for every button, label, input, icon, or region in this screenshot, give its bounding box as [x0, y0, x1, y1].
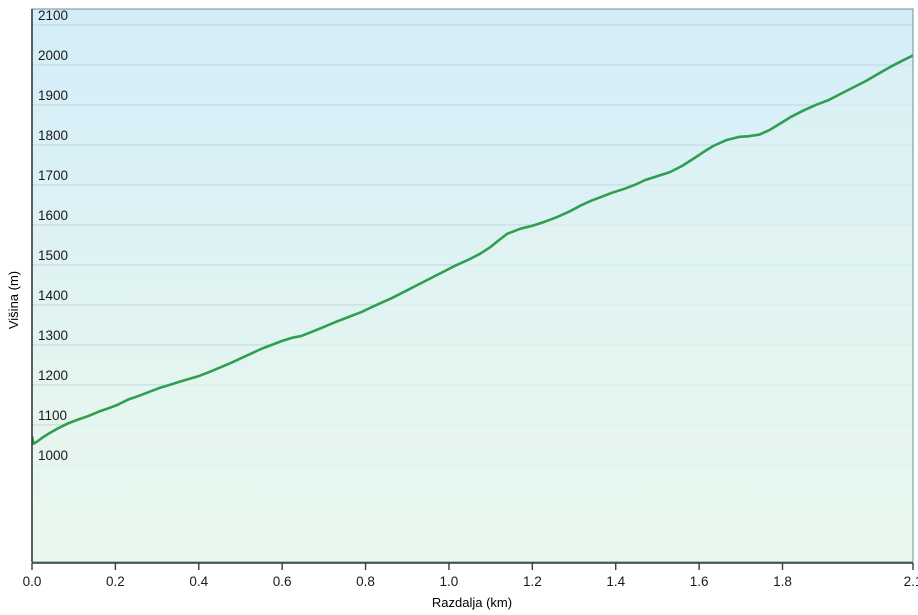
x-tick-label: 0.6 — [273, 574, 292, 589]
x-tick-label: 1.0 — [440, 574, 459, 589]
y-tick-label: 1100 — [38, 408, 67, 423]
x-axis-ticks — [31, 563, 914, 570]
elevation-line — [32, 54, 913, 445]
x-axis-tick-labels: 0.0 0.2 0.4 0.6 0.8 1.0 1.2 1.4 1.6 1.8 2.1 — [23, 574, 918, 589]
y-tick-label: 1900 — [38, 88, 68, 103]
y-tick-label: 2000 — [38, 48, 68, 63]
y-axis-title: Višina (m) — [6, 271, 21, 329]
x-axis-title: Razdalja (km) — [432, 595, 512, 610]
y-tick-label: 1500 — [38, 248, 68, 263]
y-tick-label: 1800 — [38, 128, 68, 143]
x-tick-label: 1.6 — [690, 574, 709, 589]
y-tick-label: 2100 — [38, 8, 68, 23]
x-tick-label: 0.8 — [356, 574, 375, 589]
x-tick-label: 0.4 — [189, 574, 208, 589]
y-tick-label: 1400 — [38, 288, 68, 303]
x-tick-label: 2.1 — [904, 574, 918, 589]
x-tick-label: 1.8 — [773, 574, 792, 589]
elevation-area-fill — [32, 55, 913, 562]
x-tick-label: 1.2 — [523, 574, 542, 589]
y-tick-label: 1600 — [38, 208, 68, 223]
x-tick-label: 0.0 — [23, 574, 42, 589]
y-tick-label: 1700 — [38, 168, 68, 183]
y-tick-label: 1000 — [38, 448, 68, 463]
x-tick-label: 1.4 — [606, 574, 625, 589]
y-tick-label: 1300 — [38, 328, 68, 343]
y-axis-tick-labels: 1000 1100 1200 1300 1400 1500 1600 1700 1800 1900… — [38, 8, 68, 463]
y-tick-label: 1200 — [38, 368, 68, 383]
x-tick-label: 0.2 — [106, 574, 125, 589]
